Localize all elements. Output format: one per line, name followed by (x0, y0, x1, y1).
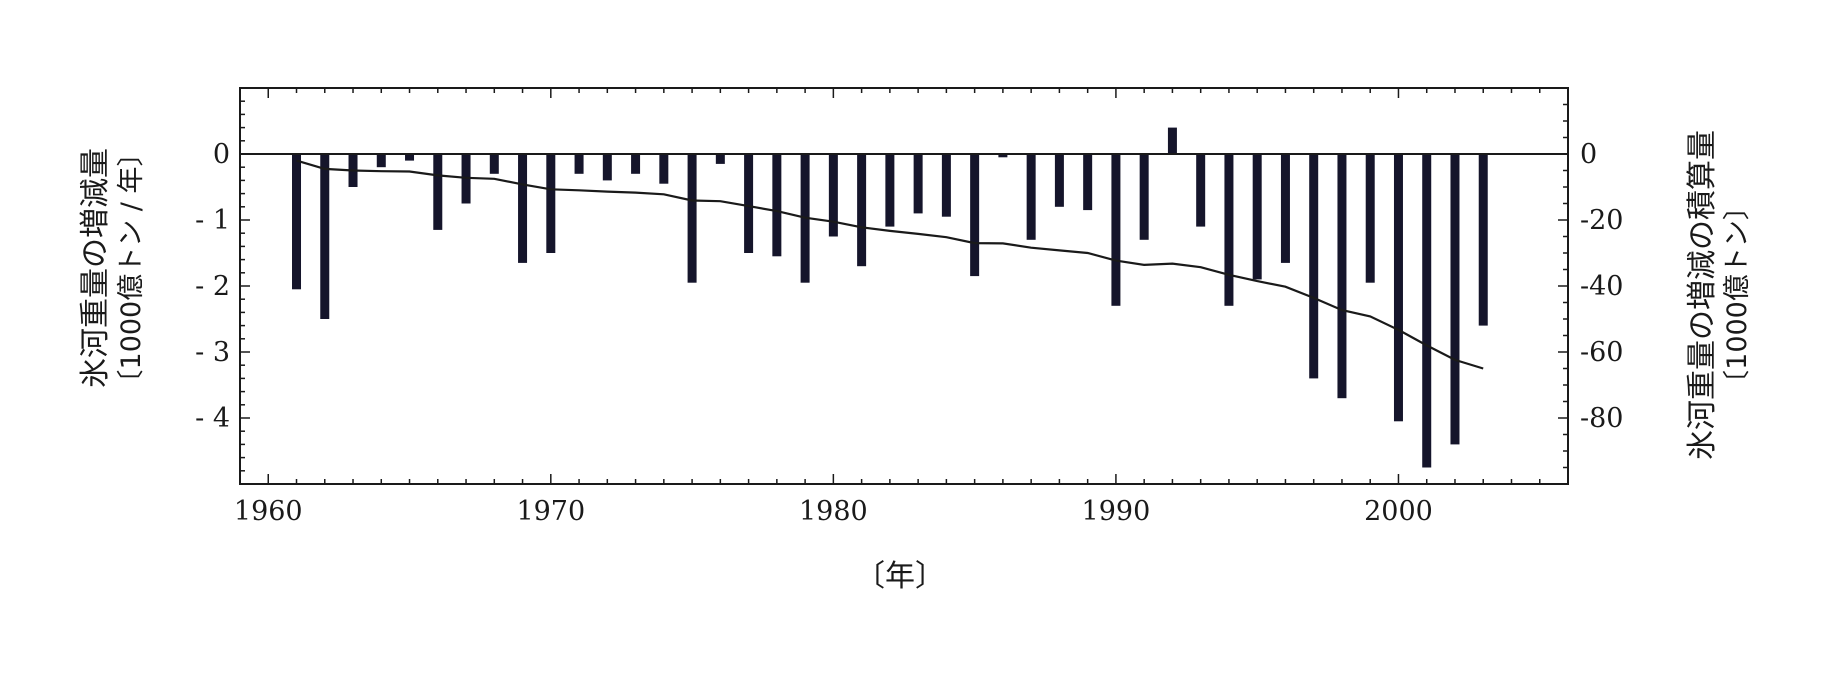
bar-1994 (1224, 154, 1234, 306)
bar-1969 (518, 154, 528, 263)
yr-tick-label-1: -20 (1580, 205, 1623, 236)
bar-1968 (489, 154, 499, 174)
x-tick-label-2000: 2000 (1364, 496, 1433, 527)
bar-1981 (857, 154, 867, 267)
plot-frame (239, 87, 1569, 485)
bar-1983 (913, 154, 923, 214)
bar-1973 (631, 154, 641, 174)
yr-tick-label-3: -60 (1580, 337, 1623, 368)
bar-1993 (1196, 154, 1206, 227)
bar-2001 (1422, 154, 1432, 468)
left-axis-unit: 〔1000億トン / 年〕 (116, 140, 147, 397)
bar-1989 (1083, 154, 1093, 211)
bar-1997 (1309, 154, 1319, 379)
right-axis-unit: 〔1000億トン〕 (1722, 193, 1753, 397)
bar-1977 (744, 154, 754, 253)
yr-tick-label-4: -80 (1580, 403, 1623, 434)
ticks (240, 87, 1568, 485)
right-axis-title: 氷河重量の増減の積算量 (1685, 130, 1720, 460)
bar-1975 (687, 154, 697, 283)
x-tick-label-1980: 1980 (799, 496, 868, 527)
bar-2002 (1450, 154, 1460, 445)
yl-tick-label-2: - 2 (195, 271, 230, 302)
x-axis-title: 〔年〕 (855, 559, 945, 594)
bar-1999 (1365, 154, 1375, 283)
annual-change-bars (292, 127, 1488, 468)
bar-1985 (970, 154, 980, 277)
bar-1974 (659, 154, 669, 184)
axis-titles: 〔年〕 氷河重量の増減量 〔1000億トン / 年〕 氷河重量の増減の積算量 〔… (78, 130, 1753, 594)
yr-tick-label-2: -40 (1580, 271, 1623, 302)
yl-tick-label-3: - 3 (195, 337, 230, 368)
yl-tick-label-0: 0 (213, 139, 230, 170)
bar-1978 (772, 154, 782, 257)
tick-labels: 1960 1970 1980 1990 2000 0 - 1 - 2 - 3 - 4 0 -20 -40… (195, 139, 1623, 527)
bar-1996 (1280, 154, 1290, 263)
bar-1966 (433, 154, 443, 230)
bar-1984 (941, 154, 951, 217)
cumulative-line (296, 159, 1484, 370)
bar-1998 (1337, 154, 1347, 399)
axes (239, 87, 1569, 485)
yr-tick-label-0: 0 (1580, 139, 1597, 170)
left-axis-title: 氷河重量の増減量 (78, 148, 113, 388)
bar-2000 (1393, 154, 1403, 422)
bar-1976 (715, 154, 725, 164)
x-tick-label-1960: 1960 (234, 496, 303, 527)
bar-1962 (320, 154, 330, 319)
yl-tick-label-1: - 1 (195, 205, 230, 236)
bar-1964 (376, 154, 386, 168)
yl-tick-label-4: - 4 (195, 403, 230, 434)
bar-1992 (1167, 127, 1177, 154)
bar-1982 (885, 154, 895, 227)
bar-1961 (292, 154, 302, 290)
bar-1965 (405, 154, 415, 161)
bar-1986 (998, 154, 1008, 158)
bar-1971 (574, 154, 584, 174)
bar-1995 (1252, 154, 1262, 280)
bar-1991 (1139, 154, 1149, 240)
cumulative-line-layer (296, 159, 1484, 370)
x-tick-label-1990: 1990 (1082, 496, 1151, 527)
bar-2003 (1478, 154, 1488, 326)
bar-1980 (828, 154, 838, 237)
bar-1988 (1054, 154, 1064, 207)
bar-1970 (546, 154, 556, 253)
bar-1990 (1111, 154, 1121, 306)
bar-1987 (1026, 154, 1036, 240)
bar-1972 (602, 154, 612, 181)
x-tick-label-1970: 1970 (516, 496, 585, 527)
